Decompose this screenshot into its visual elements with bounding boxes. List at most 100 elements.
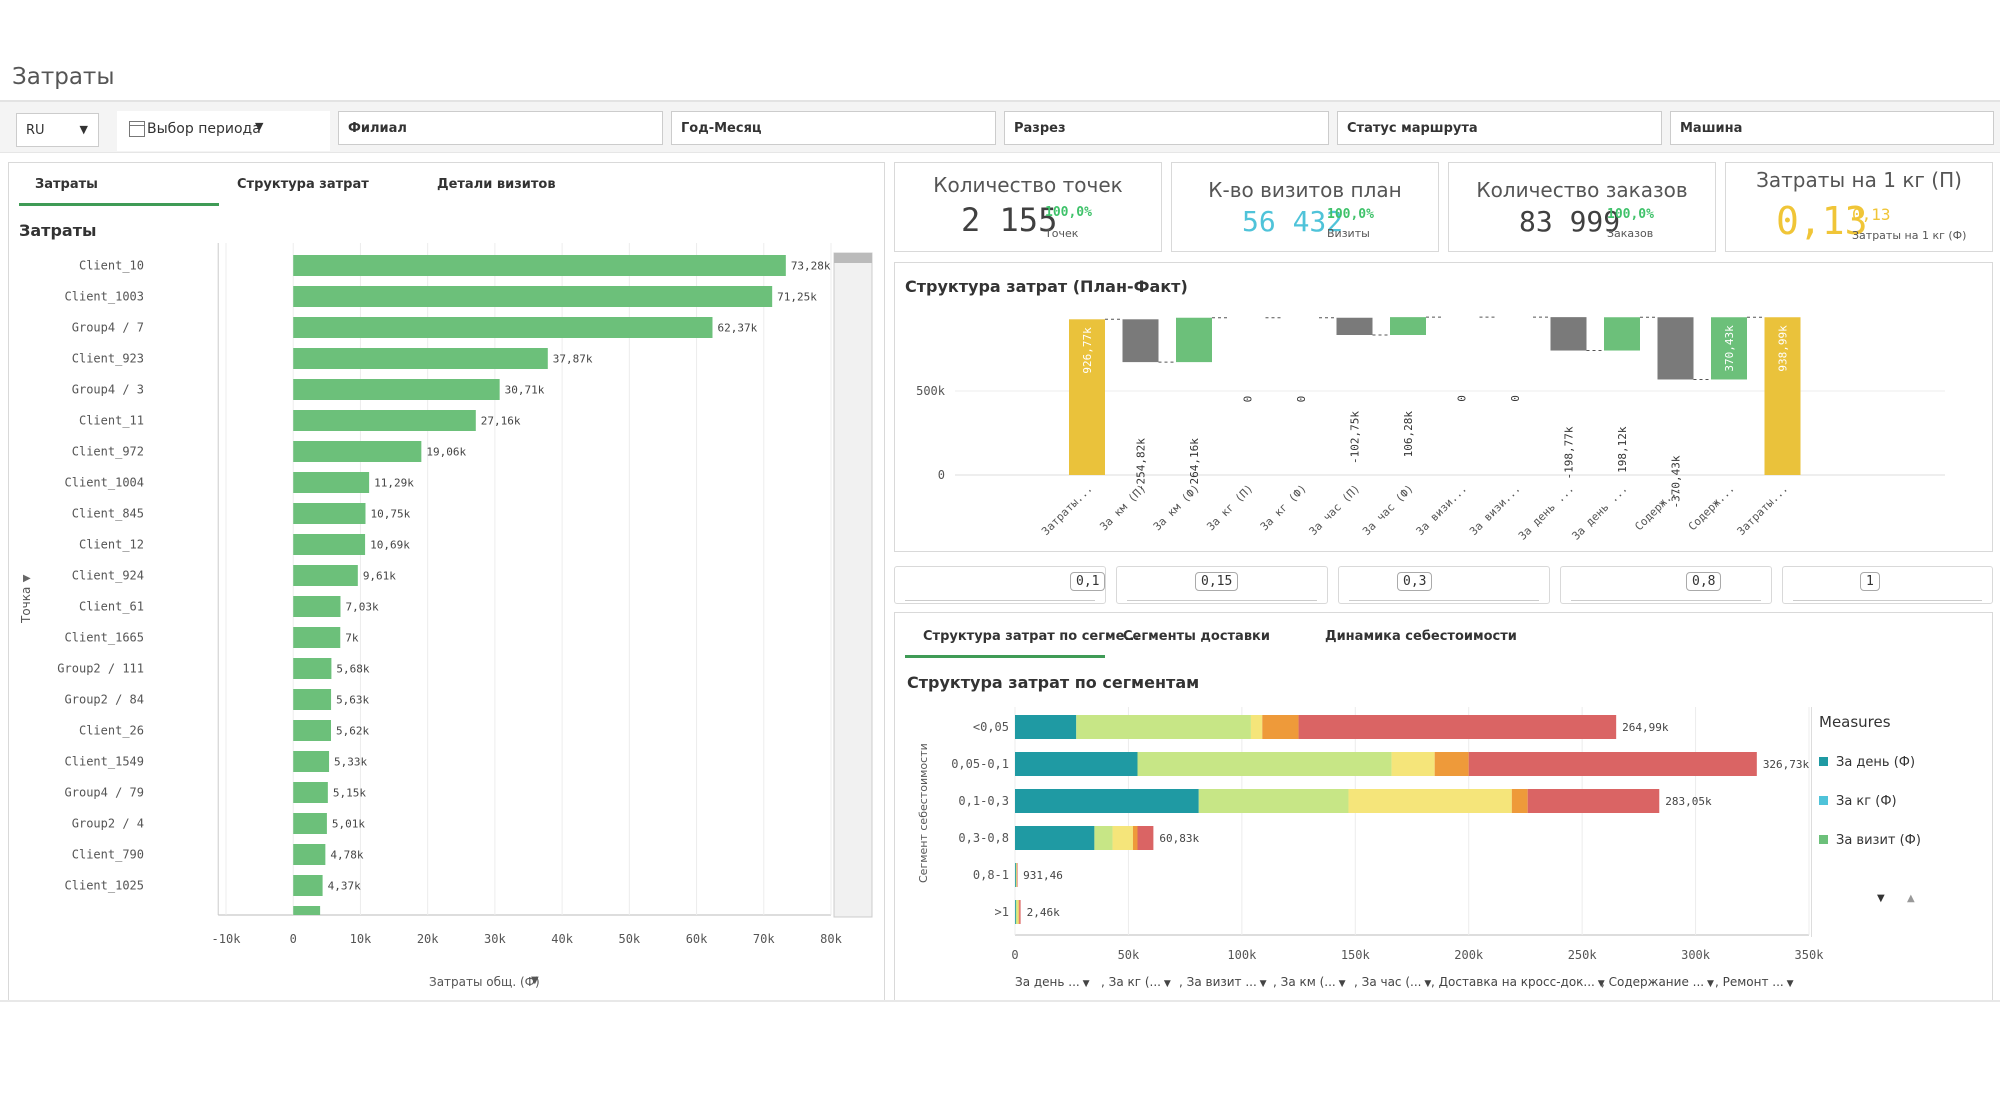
language-select[interactable]: RU ▼ <box>16 113 99 147</box>
kpi-value: 0,13 <box>1776 199 1868 243</box>
x-tick-label: 350k <box>1795 948 1825 962</box>
legend-swatch <box>1819 757 1828 766</box>
stacked-segment <box>1112 826 1133 850</box>
y-tick-label: 500k <box>916 384 946 398</box>
stacked-segment <box>1137 826 1154 850</box>
period-picker[interactable]: Выбор периода ▼ <box>117 111 330 151</box>
stacked-segment <box>1017 900 1019 924</box>
filter-route-status[interactable]: Статус маршрута <box>1337 111 1662 145</box>
y-tick-label: Client_1025 <box>65 879 144 893</box>
bar-value-label: 7,03k <box>345 601 378 614</box>
bar-value-label: 5,68k <box>336 663 369 676</box>
stacked-segment <box>1391 752 1435 776</box>
bar-value-label: 30,71k <box>505 384 545 397</box>
chevron-down-icon[interactable]: ▼ <box>531 975 539 986</box>
bar-value-label: 27,16k <box>481 415 521 428</box>
measure-dropdown[interactable]: , Содержание ... ▼ <box>1601 975 1714 989</box>
threshold-slider[interactable] <box>1782 566 1993 604</box>
y-tick-label: Client_1004 <box>65 476 144 490</box>
measure-label: , За час (... <box>1354 975 1422 989</box>
page-title: Затраты <box>12 64 115 90</box>
measure-dropdown[interactable]: , За визит ... ▼ <box>1179 975 1267 989</box>
stacked-segment <box>1015 863 1017 887</box>
segments-stacked-chart[interactable]: 0 50k 100k 150k 200k 250k 300k 350k <0,05 264,99k… <box>895 613 1994 1003</box>
filter-branch[interactable]: Филиал <box>338 111 663 145</box>
bar-value-label: 73,28k <box>791 260 831 273</box>
measure-dropdown[interactable]: , Доставка на кросс-док... ▼ <box>1431 975 1605 989</box>
legend-scroll-down-icon[interactable]: ▼ <box>1877 893 1885 904</box>
measure-dropdown[interactable]: , За кг (... ▼ <box>1101 975 1171 989</box>
x-tick-label: 50k <box>618 932 640 946</box>
stacked-segment <box>1137 752 1392 776</box>
waterfall-value-label: 106,28k <box>1402 411 1415 458</box>
x-tick-label: За час (Ф) <box>1360 482 1416 538</box>
segments-chart-title: Структура затрат по сегментам <box>907 673 1200 692</box>
waterfall-value-label: 0 <box>1509 395 1522 402</box>
legend-swatch <box>1819 796 1828 805</box>
bar-value-label: 19,06k <box>426 446 466 459</box>
threshold-value[interactable]: 1 <box>1860 572 1880 591</box>
x-tick-label: Затраты... <box>1039 482 1095 538</box>
legend-item[interactable]: За визит (Ф) <box>1819 833 1921 848</box>
kpi-percent: 100,0% <box>1607 207 1654 222</box>
waterfall-value-label: 0 <box>1295 396 1308 403</box>
y-tick-label: Client_845 <box>72 507 144 521</box>
legend-swatch <box>1819 835 1828 844</box>
y-tick-label: Client_1549 <box>65 755 144 769</box>
stacked-segment <box>1527 789 1660 813</box>
legend-item[interactable]: За кг (Ф) <box>1819 794 1897 809</box>
tab-delivery-segments[interactable]: Сегменты доставки <box>1123 629 1270 644</box>
threshold-value[interactable]: 0,3 <box>1397 572 1433 591</box>
slider-track <box>1793 600 1982 601</box>
tab-costs[interactable]: Затраты <box>35 177 98 192</box>
bar <box>293 627 341 648</box>
measure-label: , Ремонт ... <box>1715 975 1784 989</box>
kpi-value: 2 155 <box>961 201 1058 239</box>
threshold-value[interactable]: 0,15 <box>1195 572 1239 591</box>
bar <box>293 286 773 307</box>
tab-cost-dynamics[interactable]: Динамика себестоимости <box>1325 629 1517 644</box>
y-tick-label: Client_12 <box>79 538 144 552</box>
stacked-segment <box>1298 715 1617 739</box>
threshold-slider[interactable] <box>1338 566 1550 604</box>
filter-cut[interactable]: Разрез <box>1004 111 1329 145</box>
stacked-segment <box>1262 715 1299 739</box>
filter-yearmonth[interactable]: Год-Месяц <box>671 111 996 145</box>
tab-visit-details[interactable]: Детали визитов <box>437 177 556 192</box>
bar-total-label: 60,83k <box>1159 832 1199 845</box>
tab-segments-structure[interactable]: Структура затрат по сегме... <box>923 629 1140 644</box>
filter-vehicle[interactable]: Машина <box>1670 111 1994 145</box>
waterfall-bar <box>1550 317 1587 351</box>
x-tick-label: 0 <box>290 932 297 946</box>
legend-item[interactable]: За день (Ф) <box>1819 755 1915 770</box>
stacked-segment <box>1434 752 1469 776</box>
stacked-segment <box>1468 752 1757 776</box>
legend-scroll-up-icon[interactable]: ▲ <box>1907 893 1915 904</box>
bar <box>293 596 341 617</box>
y-tick-label: Client_26 <box>79 724 144 738</box>
expand-icon[interactable]: ▶ <box>23 573 31 584</box>
measure-dropdown[interactable]: , За час (... ▼ <box>1354 975 1431 989</box>
x-tick-label: 50k <box>1118 948 1140 962</box>
bar-value-label: 5,01k <box>332 818 365 831</box>
kpi-title: Количество точек <box>933 173 1123 197</box>
bar-value-label: 37,87k <box>553 353 593 366</box>
measure-dropdown[interactable]: За день ... ▼ <box>1015 975 1090 989</box>
filter-branch-label: Филиал <box>348 121 407 136</box>
costs-bar-chart[interactable]: -10k 0 10k 20k 30k 40k 50k 60k 70k 80k Client_10 73… <box>9 163 886 1003</box>
costs-x-axis-label[interactable]: Затраты общ. (Ф) <box>429 975 540 989</box>
slider-track <box>905 600 1095 601</box>
tab-cost-structure[interactable]: Структура затрат <box>237 177 369 192</box>
chevron-down-icon: ▼ <box>1421 979 1432 989</box>
threshold-value[interactable]: 0,1 <box>1070 572 1106 591</box>
threshold-value[interactable]: 0,8 <box>1686 572 1722 591</box>
y-tick-label: >1 <box>995 905 1009 919</box>
y-tick-label: Client_790 <box>72 848 144 862</box>
measure-label: , За кг (... <box>1101 975 1161 989</box>
bar-total-label: 326,73k <box>1763 758 1810 771</box>
threshold-slider[interactable] <box>1560 566 1772 604</box>
measure-dropdown[interactable]: , За км (... ▼ <box>1273 975 1346 989</box>
waterfall-value-label: 926,77k <box>1081 327 1094 374</box>
measure-dropdown[interactable]: , Ремонт ... ▼ <box>1715 975 1794 989</box>
